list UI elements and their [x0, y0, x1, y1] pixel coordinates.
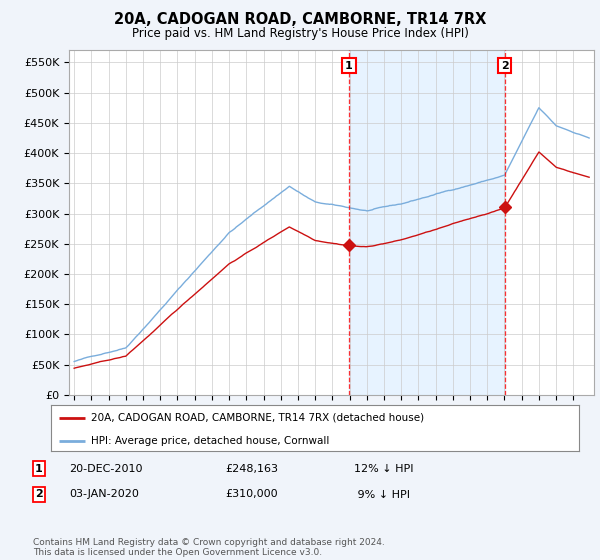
Text: 20A, CADOGAN ROAD, CAMBORNE, TR14 7RX: 20A, CADOGAN ROAD, CAMBORNE, TR14 7RX	[114, 12, 486, 27]
Text: 03-JAN-2020: 03-JAN-2020	[69, 489, 139, 500]
Text: HPI: Average price, detached house, Cornwall: HPI: Average price, detached house, Corn…	[91, 436, 329, 446]
Text: 2: 2	[501, 60, 509, 71]
Text: Price paid vs. HM Land Registry's House Price Index (HPI): Price paid vs. HM Land Registry's House …	[131, 27, 469, 40]
Text: 20-DEC-2010: 20-DEC-2010	[69, 464, 143, 474]
Text: 12% ↓ HPI: 12% ↓ HPI	[354, 464, 413, 474]
Text: 9% ↓ HPI: 9% ↓ HPI	[354, 489, 410, 500]
Text: 1: 1	[35, 464, 43, 474]
Text: 20A, CADOGAN ROAD, CAMBORNE, TR14 7RX (detached house): 20A, CADOGAN ROAD, CAMBORNE, TR14 7RX (d…	[91, 413, 424, 423]
Text: Contains HM Land Registry data © Crown copyright and database right 2024.
This d: Contains HM Land Registry data © Crown c…	[33, 538, 385, 557]
Text: £248,163: £248,163	[225, 464, 278, 474]
Text: £310,000: £310,000	[225, 489, 278, 500]
Text: 2: 2	[35, 489, 43, 500]
Bar	[349, 50, 505, 395]
Text: 1: 1	[345, 60, 353, 71]
